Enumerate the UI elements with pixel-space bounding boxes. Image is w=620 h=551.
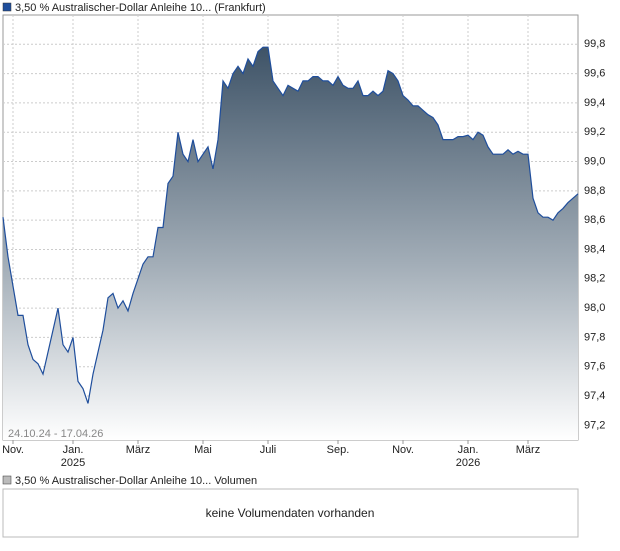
x-tick-label: März — [516, 444, 540, 456]
legend-label: 3,50 % Australischer-Dollar Anleihe 10..… — [15, 475, 257, 487]
x-year-label: 2025 — [61, 457, 85, 469]
y-tick-label: 99,8 — [584, 38, 605, 50]
y-tick-label: 97,2 — [584, 419, 605, 431]
x-tick-label: März — [126, 444, 150, 456]
y-tick-label: 99,6 — [584, 68, 605, 80]
y-tick-label: 98,4 — [584, 243, 605, 255]
y-tick-label: 99,4 — [584, 97, 605, 109]
x-year-label: 2026 — [456, 457, 480, 469]
y-tick-label: 97,8 — [584, 331, 605, 343]
area — [3, 47, 578, 440]
y-tick-label: 98,8 — [584, 185, 605, 197]
x-tick-label: Nov. — [2, 444, 24, 456]
y-tick-label: 98,2 — [584, 273, 605, 285]
legend-swatch — [2, 475, 12, 485]
y-tick-label: 98,0 — [584, 302, 605, 314]
y-tick-label: 97,4 — [584, 390, 605, 402]
y-tick-label: 99,2 — [584, 126, 605, 138]
y-tick-label: 98,6 — [584, 214, 605, 226]
y-tick-label: 99,0 — [584, 155, 605, 167]
legend-label: 3,50 % Australischer-Dollar Anleihe 10..… — [15, 2, 266, 14]
legend-swatch — [2, 2, 12, 12]
y-tick-label: 97,6 — [584, 361, 605, 373]
x-tick-label: Juli — [260, 444, 277, 456]
x-tick-label: Nov. — [392, 444, 414, 456]
volume-panel — [2, 488, 579, 538]
x-tick-label: Jan. — [63, 444, 84, 456]
x-tick-label: Sep. — [327, 444, 350, 456]
volume-message: keine Volumendaten vorhanden — [206, 506, 375, 520]
x-tick-label: Mai — [194, 444, 212, 456]
x-tick-label: Jan. — [458, 444, 479, 456]
date-range: 24.10.24 - 17.04.26 — [8, 428, 103, 440]
price-line — [2, 46, 579, 404]
